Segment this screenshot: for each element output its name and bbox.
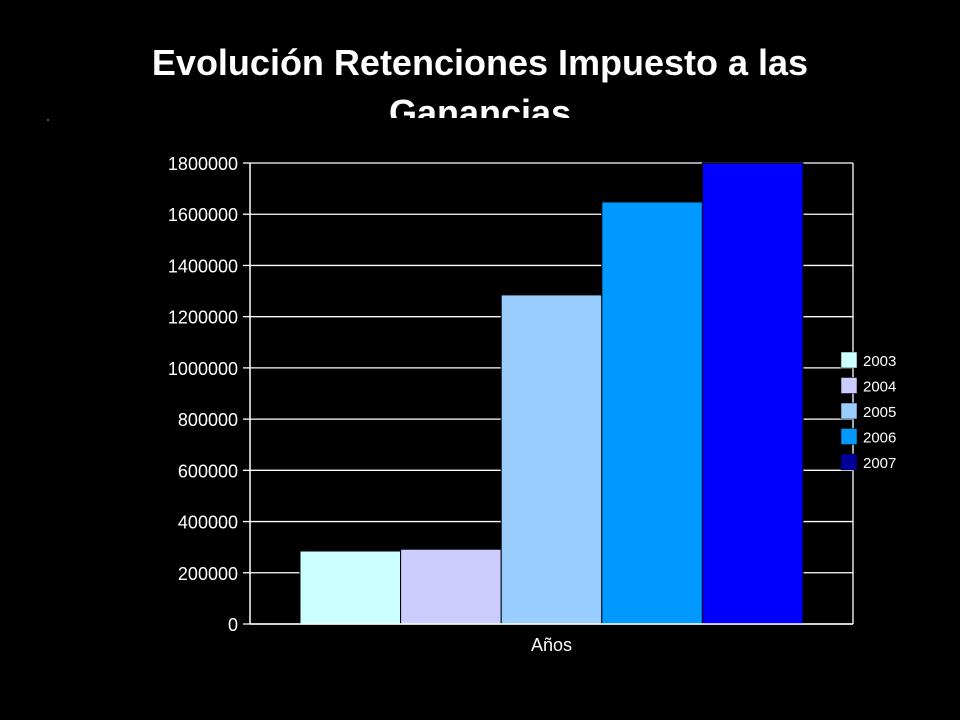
y-tick-label: 200000 [178, 564, 238, 584]
decorative-dot [47, 119, 49, 121]
y-tick-label: 1800000 [168, 154, 238, 174]
legend-label-2004: 2004 [863, 379, 896, 396]
y-tick-label: 0 [228, 615, 238, 635]
y-tick-label: 1400000 [168, 256, 238, 276]
y-tick-label: 400000 [178, 513, 238, 533]
legend: 2003 2004 2005 2006 2007 [840, 351, 896, 472]
bars [299, 162, 804, 625]
title-container: Evolución Retenciones Impuesto a las Gan… [80, 38, 880, 118]
legend-swatch-2004 [840, 377, 858, 394]
bar-2007 [701, 162, 804, 625]
legend-swatch-2003 [840, 351, 858, 369]
legend-label-2006: 2006 [863, 430, 896, 447]
legend-label-2005: 2005 [863, 404, 896, 421]
y-tick-label: 800000 [178, 410, 238, 430]
y-tick-label: 1000000 [168, 359, 238, 379]
legend-label-2003: 2003 [863, 353, 896, 370]
bar-2004 [400, 548, 502, 625]
bar-2003 [299, 550, 402, 625]
legend-swatch-2006 [840, 428, 858, 445]
y-tick-label: 1200000 [168, 308, 238, 328]
bar-2005 [500, 294, 603, 625]
legend-swatch-2005 [840, 402, 858, 420]
slide-title: Evolución Retenciones Impuesto a las Gan… [151, 42, 809, 118]
x-category-label: Años [531, 635, 572, 655]
y-tick-label: 600000 [178, 461, 238, 481]
y-tick-label: 1600000 [168, 205, 238, 225]
axes: 0 200000 400000 600000 800000 1000000 1200000 1… [168, 154, 854, 655]
legend-label-2007: 2007 [863, 455, 896, 472]
legend-swatch-2007 [840, 453, 858, 471]
bar-2006 [601, 201, 703, 625]
